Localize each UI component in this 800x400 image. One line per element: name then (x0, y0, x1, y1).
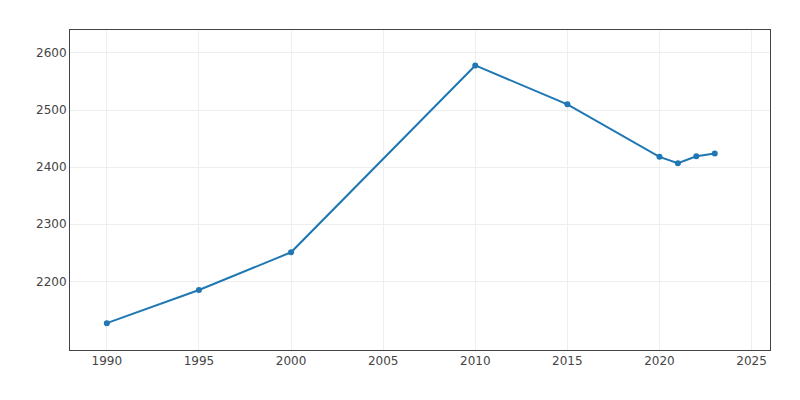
svg-text:2300: 2300 (36, 217, 67, 231)
svg-text:2020: 2020 (644, 354, 675, 368)
svg-text:2010: 2010 (460, 354, 491, 368)
svg-text:2005: 2005 (368, 354, 399, 368)
svg-text:2400: 2400 (36, 160, 67, 174)
svg-text:2200: 2200 (36, 275, 67, 289)
svg-text:2000: 2000 (276, 354, 307, 368)
svg-text:2500: 2500 (36, 103, 67, 117)
svg-text:2025: 2025 (736, 354, 767, 368)
svg-text:1990: 1990 (92, 354, 123, 368)
svg-text:2600: 2600 (36, 46, 67, 60)
svg-text:2015: 2015 (552, 354, 583, 368)
svg-text:1995: 1995 (184, 354, 215, 368)
